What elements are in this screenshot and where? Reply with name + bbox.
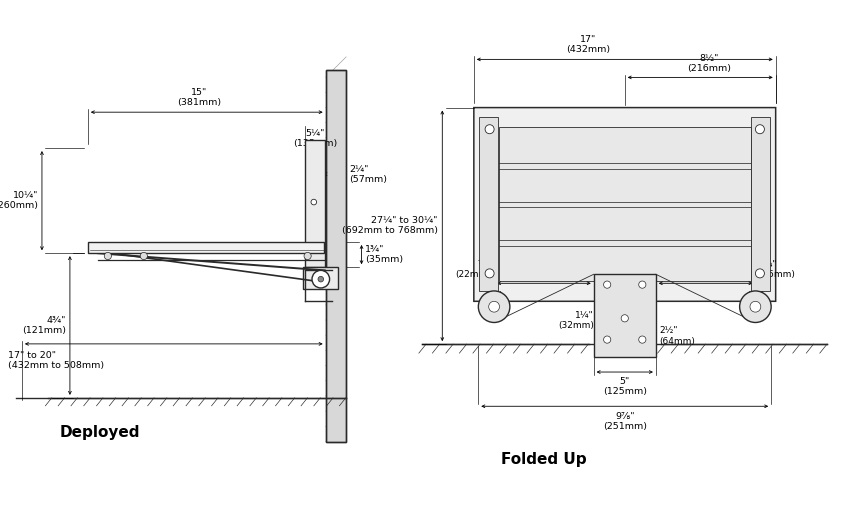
Circle shape bbox=[740, 291, 771, 323]
Text: 15"
(381mm): 15" (381mm) bbox=[177, 88, 221, 107]
Text: 1¾"
(45mm): 1¾" (45mm) bbox=[759, 260, 795, 279]
Text: 17"
(432mm): 17" (432mm) bbox=[566, 35, 610, 54]
Text: 2¼"
(57mm): 2¼" (57mm) bbox=[349, 165, 388, 183]
Circle shape bbox=[485, 269, 494, 278]
Text: Folded Up: Folded Up bbox=[501, 452, 586, 467]
Text: 5¼"
(133mm): 5¼" (133mm) bbox=[293, 129, 337, 148]
Bar bbox=[303, 267, 338, 289]
FancyBboxPatch shape bbox=[473, 108, 776, 301]
Text: 17" to 20"
(432mm to 508mm): 17" to 20" (432mm to 508mm) bbox=[8, 351, 104, 370]
Circle shape bbox=[621, 314, 628, 322]
Circle shape bbox=[105, 252, 111, 260]
Text: 1¼"
(32mm): 1¼" (32mm) bbox=[558, 311, 593, 330]
Text: 2½"
(64mm): 2½" (64mm) bbox=[660, 327, 695, 345]
Bar bbox=[593, 274, 656, 357]
Text: ⅞"
(22mm): ⅞" (22mm) bbox=[455, 260, 490, 279]
Circle shape bbox=[750, 301, 761, 312]
Bar bbox=[479, 117, 498, 292]
Circle shape bbox=[756, 124, 764, 134]
Circle shape bbox=[318, 276, 324, 282]
Bar bbox=[88, 242, 324, 253]
Text: 4¾"
(121mm): 4¾" (121mm) bbox=[22, 316, 66, 335]
Circle shape bbox=[304, 252, 311, 260]
Bar bbox=[326, 70, 346, 442]
Circle shape bbox=[638, 336, 646, 343]
Circle shape bbox=[756, 269, 764, 278]
Circle shape bbox=[311, 199, 316, 205]
Bar bbox=[499, 128, 751, 281]
Circle shape bbox=[479, 291, 510, 323]
Bar bbox=[305, 140, 325, 267]
Text: 10¼"
(260mm): 10¼" (260mm) bbox=[0, 191, 38, 210]
Text: 8½"
(216mm): 8½" (216mm) bbox=[687, 54, 731, 73]
Circle shape bbox=[489, 301, 500, 312]
Bar bbox=[326, 70, 346, 442]
Circle shape bbox=[604, 281, 611, 288]
Circle shape bbox=[312, 270, 330, 288]
Text: 27¼" to 30¼"
(692mm to 768mm): 27¼" to 30¼" (692mm to 768mm) bbox=[342, 216, 438, 235]
Circle shape bbox=[140, 252, 147, 260]
Circle shape bbox=[604, 336, 611, 343]
Text: 1¾"
(35mm): 1¾" (35mm) bbox=[365, 245, 403, 264]
Circle shape bbox=[485, 124, 494, 134]
Text: Deployed: Deployed bbox=[60, 425, 140, 440]
Text: 9⅞"
(251mm): 9⅞" (251mm) bbox=[603, 411, 647, 431]
Text: 5"
(125mm): 5" (125mm) bbox=[603, 377, 647, 396]
Circle shape bbox=[638, 281, 646, 288]
Bar bbox=[751, 117, 770, 292]
